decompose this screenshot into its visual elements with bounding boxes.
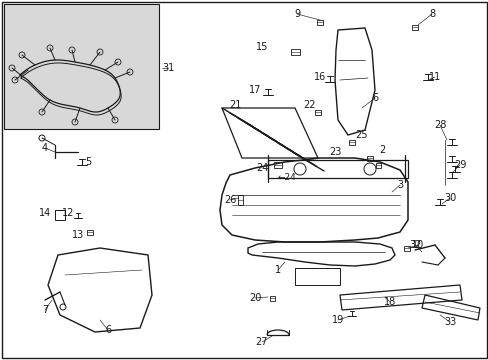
Text: 3: 3 (396, 180, 402, 190)
Text: 20: 20 (248, 293, 261, 303)
Text: 5: 5 (85, 157, 91, 167)
Bar (4, 4, 159, 129)
Text: 16: 16 (313, 72, 325, 82)
Bar (403, 246, 409, 251)
Text: ←24: ←24 (278, 172, 296, 181)
Text: 30: 30 (443, 193, 455, 203)
Text: 23: 23 (328, 147, 341, 157)
Text: 27: 27 (255, 337, 268, 347)
Text: 32: 32 (408, 240, 420, 250)
Text: 15: 15 (255, 42, 267, 52)
Text: 25: 25 (355, 130, 367, 140)
Text: 26: 26 (224, 195, 236, 205)
Bar (316, 19, 323, 24)
Text: 22: 22 (303, 100, 316, 110)
Text: 24: 24 (255, 163, 267, 173)
Bar (314, 109, 320, 114)
Bar (273, 162, 282, 168)
Bar (366, 156, 372, 161)
Text: 1: 1 (274, 265, 281, 275)
Text: 12: 12 (61, 208, 74, 218)
Text: 17: 17 (248, 85, 261, 95)
Text: 31: 31 (162, 63, 174, 73)
Text: 8: 8 (428, 9, 434, 19)
Text: 19: 19 (331, 315, 344, 325)
Text: 13: 13 (72, 230, 84, 240)
Text: 11: 11 (428, 72, 440, 82)
Text: 29: 29 (453, 160, 465, 170)
Text: 28: 28 (433, 120, 445, 130)
Text: 2: 2 (378, 145, 385, 155)
Text: 6: 6 (371, 93, 377, 103)
Text: 21: 21 (228, 100, 241, 110)
Text: 7: 7 (42, 305, 48, 315)
Text: 14: 14 (39, 208, 51, 218)
Bar (411, 24, 417, 30)
Text: 33: 33 (443, 317, 455, 327)
Text: 4: 4 (42, 143, 48, 153)
Bar (269, 296, 274, 301)
Text: 10: 10 (411, 240, 423, 250)
Bar (375, 162, 380, 167)
Bar (87, 230, 93, 234)
Text: 18: 18 (383, 297, 395, 307)
Bar (237, 195, 242, 205)
Bar (290, 49, 299, 55)
Bar (348, 140, 354, 144)
Text: 6: 6 (105, 325, 111, 335)
Text: 9: 9 (293, 9, 300, 19)
